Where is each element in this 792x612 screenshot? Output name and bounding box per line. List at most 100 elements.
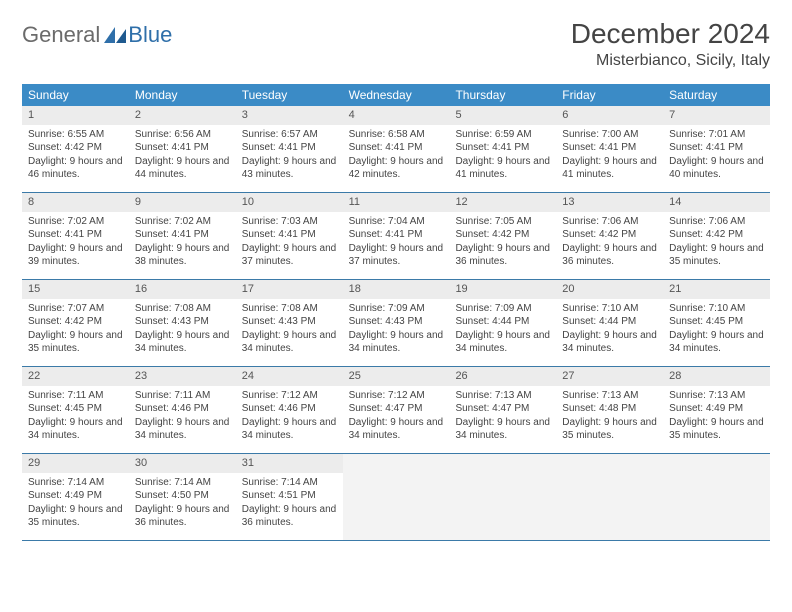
calendar: SundayMondayTuesdayWednesdayThursdayFrid…	[22, 84, 770, 541]
sunset-line: Sunset: 4:41 PM	[669, 141, 764, 155]
daylight-line: Daylight: 9 hours and 34 minutes.	[242, 329, 337, 356]
day-number: 23	[129, 367, 236, 386]
day-body: Sunrise: 7:07 AMSunset: 4:42 PMDaylight:…	[22, 302, 129, 356]
day-number: 1	[22, 106, 129, 125]
week-row: 15Sunrise: 7:07 AMSunset: 4:42 PMDayligh…	[22, 280, 770, 367]
sunrise-line: Sunrise: 6:58 AM	[349, 128, 444, 142]
day-cell: 13 Sunrise: 7:06 AMSunset: 4:42 PMDayligh…	[556, 193, 663, 279]
day-number: 6	[556, 106, 663, 125]
week-row: 8Sunrise: 7:02 AMSunset: 4:41 PMDaylight…	[22, 193, 770, 280]
day-body: Sunrise: 7:08 AMSunset: 4:43 PMDaylight:…	[236, 302, 343, 356]
sunset-line: Sunset: 4:49 PM	[28, 489, 123, 503]
day-number: 20	[556, 280, 663, 299]
daylight-line: Daylight: 9 hours and 35 minutes.	[562, 416, 657, 443]
weekday-header-row: SundayMondayTuesdayWednesdayThursdayFrid…	[22, 84, 770, 106]
daylight-line: Daylight: 9 hours and 35 minutes.	[669, 416, 764, 443]
day-cell: 31Sunrise: 7:14 AMSunset: 4:51 PMDayligh…	[236, 454, 343, 540]
day-number: 25	[343, 367, 450, 386]
sunset-line: Sunset: 4:46 PM	[135, 402, 230, 416]
daylight-line: Daylight: 9 hours and 34 minutes.	[135, 329, 230, 356]
sunrise-line: Sunrise: 7:12 AM	[242, 389, 337, 403]
day-cell: 29Sunrise: 7:14 AMSunset: 4:49 PMDayligh…	[22, 454, 129, 540]
day-body: Sunrise: 6:58 AMSunset: 4:41 PMDaylight:…	[343, 128, 450, 182]
day-body: Sunrise: 7:12 AMSunset: 4:47 PMDaylight:…	[343, 389, 450, 443]
calendar-body: 1Sunrise: 6:55 AMSunset: 4:42 PMDaylight…	[22, 106, 770, 541]
sunrise-line: Sunrise: 7:11 AM	[135, 389, 230, 403]
daylight-line: Daylight: 9 hours and 34 minutes.	[28, 416, 123, 443]
sunrise-line: Sunrise: 7:02 AM	[28, 215, 123, 229]
daylight-line: Daylight: 9 hours and 36 minutes.	[242, 503, 337, 530]
day-cell: 18Sunrise: 7:09 AMSunset: 4:43 PMDayligh…	[343, 280, 450, 366]
day-body: Sunrise: 7:10 AMSunset: 4:45 PMDaylight:…	[663, 302, 770, 356]
day-body: Sunrise: 7:06 AMSunset: 4:42 PMDaylight:…	[556, 215, 663, 269]
day-cell: 26Sunrise: 7:13 AMSunset: 4:47 PMDayligh…	[449, 367, 556, 453]
daylight-line: Daylight: 9 hours and 37 minutes.	[349, 242, 444, 269]
day-body: Sunrise: 7:11 AMSunset: 4:46 PMDaylight:…	[129, 389, 236, 443]
sunset-line: Sunset: 4:47 PM	[349, 402, 444, 416]
day-cell: 4 Sunrise: 6:58 AMSunset: 4:41 PMDaylight…	[343, 106, 450, 192]
sunrise-line: Sunrise: 7:08 AM	[242, 302, 337, 316]
day-cell: 10 Sunrise: 7:03 AMSunset: 4:41 PMDayligh…	[236, 193, 343, 279]
sunrise-line: Sunrise: 7:09 AM	[455, 302, 550, 316]
daylight-line: Daylight: 9 hours and 36 minutes.	[135, 503, 230, 530]
day-cell: 27Sunrise: 7:13 AMSunset: 4:48 PMDayligh…	[556, 367, 663, 453]
day-body: Sunrise: 6:56 AMSunset: 4:41 PMDaylight:…	[129, 128, 236, 182]
day-cell: 19Sunrise: 7:09 AMSunset: 4:44 PMDayligh…	[449, 280, 556, 366]
day-number: 12	[449, 193, 556, 212]
day-cell: 17Sunrise: 7:08 AMSunset: 4:43 PMDayligh…	[236, 280, 343, 366]
day-cell: 8Sunrise: 7:02 AMSunset: 4:41 PMDaylight…	[22, 193, 129, 279]
day-cell: 16 Sunrise: 7:08 AMSunset: 4:43 PMDayligh…	[129, 280, 236, 366]
weekday-header: Saturday	[663, 84, 770, 106]
day-body: Sunrise: 7:05 AMSunset: 4:42 PMDaylight:…	[449, 215, 556, 269]
day-body: Sunrise: 7:03 AMSunset: 4:41 PMDaylight:…	[236, 215, 343, 269]
day-number: 7	[663, 106, 770, 125]
daylight-line: Daylight: 9 hours and 35 minutes.	[28, 503, 123, 530]
sunrise-line: Sunrise: 7:00 AM	[562, 128, 657, 142]
sunset-line: Sunset: 4:47 PM	[455, 402, 550, 416]
sunset-line: Sunset: 4:50 PM	[135, 489, 230, 503]
day-body: Sunrise: 7:09 AMSunset: 4:44 PMDaylight:…	[449, 302, 556, 356]
logo-text-general: General	[22, 22, 100, 48]
day-number: 9	[129, 193, 236, 212]
daylight-line: Daylight: 9 hours and 41 minutes.	[562, 155, 657, 182]
month-title: December 2024	[571, 18, 770, 50]
sunrise-line: Sunrise: 6:59 AM	[455, 128, 550, 142]
title-block: December 2024 Misterbianco, Sicily, Ital…	[571, 18, 770, 70]
sunset-line: Sunset: 4:41 PM	[135, 141, 230, 155]
sunset-line: Sunset: 4:42 PM	[28, 315, 123, 329]
day-number: 10	[236, 193, 343, 212]
week-row: 22Sunrise: 7:11 AMSunset: 4:45 PMDayligh…	[22, 367, 770, 454]
sunset-line: Sunset: 4:45 PM	[28, 402, 123, 416]
day-body: Sunrise: 7:08 AMSunset: 4:43 PMDaylight:…	[129, 302, 236, 356]
day-body: Sunrise: 7:06 AMSunset: 4:42 PMDaylight:…	[663, 215, 770, 269]
sunrise-line: Sunrise: 7:10 AM	[562, 302, 657, 316]
daylight-line: Daylight: 9 hours and 34 minutes.	[455, 329, 550, 356]
daylight-line: Daylight: 9 hours and 43 minutes.	[242, 155, 337, 182]
sunrise-line: Sunrise: 7:06 AM	[562, 215, 657, 229]
daylight-line: Daylight: 9 hours and 35 minutes.	[28, 329, 123, 356]
week-row: 29Sunrise: 7:14 AMSunset: 4:49 PMDayligh…	[22, 454, 770, 541]
location-subtitle: Misterbianco, Sicily, Italy	[571, 52, 770, 70]
sunset-line: Sunset: 4:42 PM	[562, 228, 657, 242]
sunset-line: Sunset: 4:44 PM	[455, 315, 550, 329]
day-number: 14	[663, 193, 770, 212]
week-row: 1Sunrise: 6:55 AMSunset: 4:42 PMDaylight…	[22, 106, 770, 193]
day-cell: 7Sunrise: 7:01 AMSunset: 4:41 PMDaylight…	[663, 106, 770, 192]
day-number: 16	[129, 280, 236, 299]
day-number: 13	[556, 193, 663, 212]
day-number: 4	[343, 106, 450, 125]
daylight-line: Daylight: 9 hours and 39 minutes.	[28, 242, 123, 269]
day-cell: 20Sunrise: 7:10 AMSunset: 4:44 PMDayligh…	[556, 280, 663, 366]
daylight-line: Daylight: 9 hours and 46 minutes.	[28, 155, 123, 182]
sunrise-line: Sunrise: 7:08 AM	[135, 302, 230, 316]
empty-day-cell	[663, 454, 770, 540]
sunset-line: Sunset: 4:48 PM	[562, 402, 657, 416]
day-body: Sunrise: 7:09 AMSunset: 4:43 PMDaylight:…	[343, 302, 450, 356]
sunrise-line: Sunrise: 7:04 AM	[349, 215, 444, 229]
weekday-header: Monday	[129, 84, 236, 106]
day-body: Sunrise: 7:14 AMSunset: 4:51 PMDaylight:…	[236, 476, 343, 530]
day-number: 30	[129, 454, 236, 473]
day-body: Sunrise: 7:13 AMSunset: 4:48 PMDaylight:…	[556, 389, 663, 443]
sunset-line: Sunset: 4:41 PM	[455, 141, 550, 155]
day-cell: 12 Sunrise: 7:05 AMSunset: 4:42 PMDayligh…	[449, 193, 556, 279]
